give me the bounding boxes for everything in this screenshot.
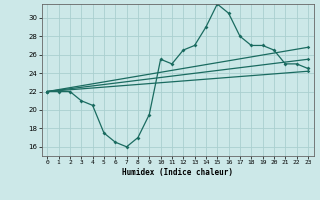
X-axis label: Humidex (Indice chaleur): Humidex (Indice chaleur)	[122, 168, 233, 177]
